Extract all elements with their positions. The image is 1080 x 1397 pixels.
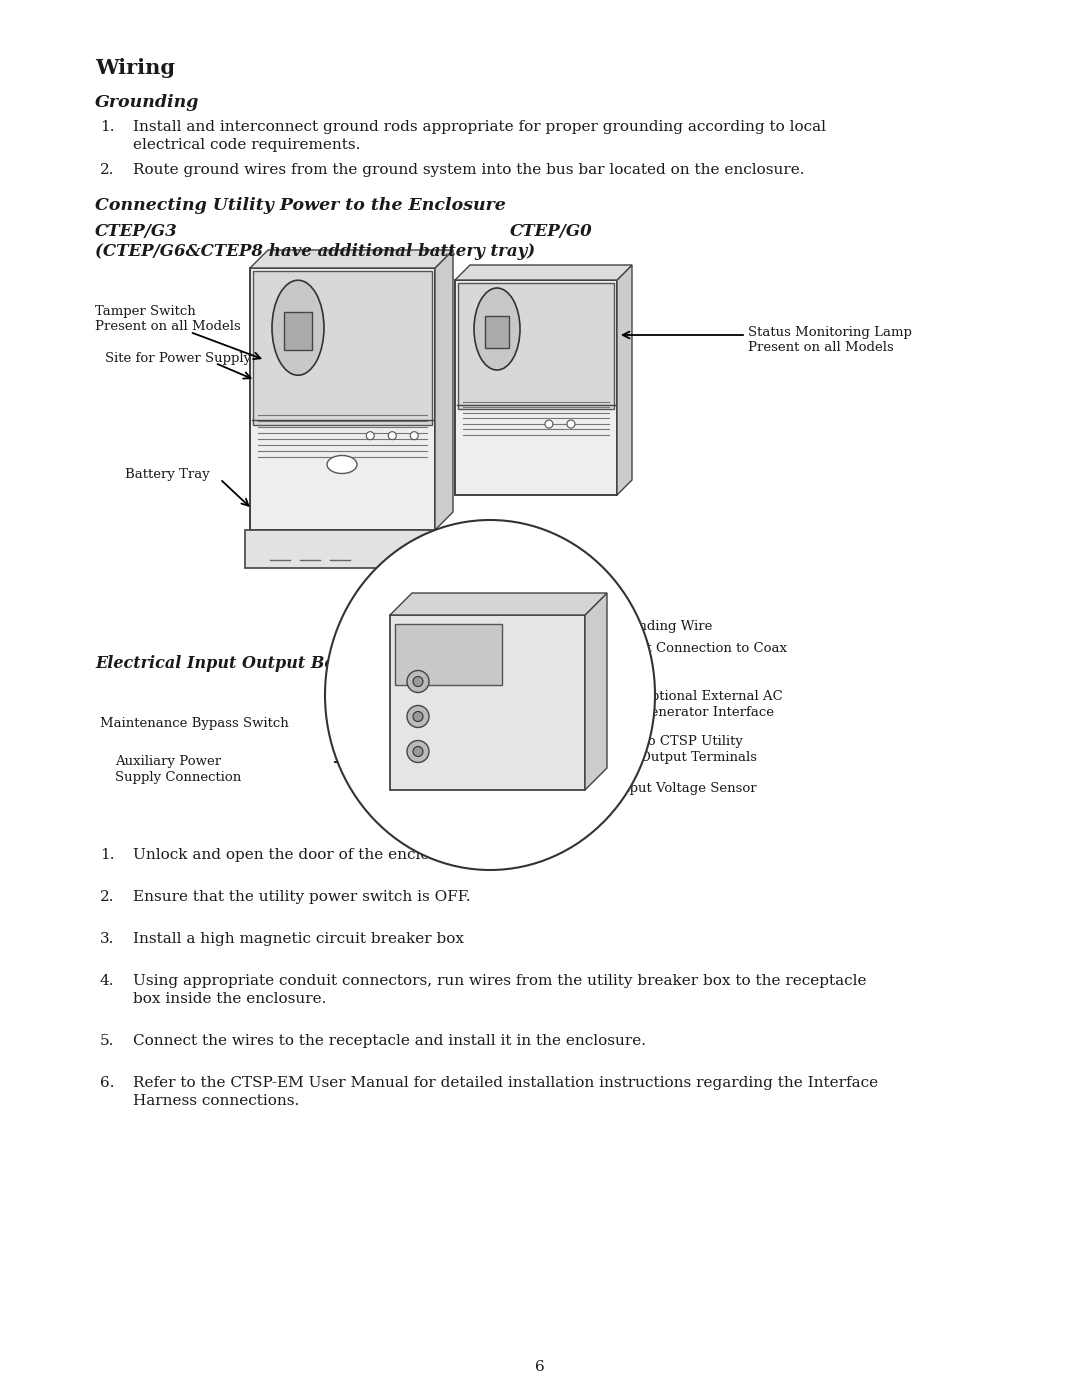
FancyBboxPatch shape	[284, 312, 312, 349]
Polygon shape	[455, 265, 632, 279]
Text: 4.: 4.	[100, 974, 114, 988]
Text: Tamper Switch: Tamper Switch	[95, 305, 195, 319]
Text: Grounding Wire: Grounding Wire	[605, 620, 713, 633]
FancyBboxPatch shape	[485, 316, 509, 348]
Ellipse shape	[272, 281, 324, 376]
Polygon shape	[249, 250, 453, 268]
Text: Using appropriate conduit connectors, run wires from the utility breaker box to : Using appropriate conduit connectors, ru…	[133, 974, 866, 988]
Text: 2.: 2.	[100, 163, 114, 177]
Polygon shape	[390, 592, 607, 615]
Circle shape	[567, 420, 575, 427]
Text: Connecting Utility Power to the Enclosure: Connecting Utility Power to the Enclosur…	[95, 197, 505, 214]
Text: box inside the enclosure.: box inside the enclosure.	[133, 992, 326, 1006]
Text: Unlock and open the door of the enclosure.: Unlock and open the door of the enclosur…	[133, 848, 469, 862]
Text: Maintenance Bypass Switch: Maintenance Bypass Switch	[100, 717, 288, 731]
FancyBboxPatch shape	[253, 271, 432, 425]
Text: Wiring: Wiring	[95, 59, 175, 78]
Text: 2.: 2.	[100, 890, 114, 904]
Text: 6: 6	[535, 1361, 545, 1375]
Text: electrical code requirements.: electrical code requirements.	[133, 138, 361, 152]
Polygon shape	[435, 250, 453, 529]
Text: (CTEP/G6&CTEP8 have additional battery tray): (CTEP/G6&CTEP8 have additional battery t…	[95, 243, 535, 260]
Text: Optional External AC: Optional External AC	[640, 690, 783, 703]
Text: Present on all Models: Present on all Models	[748, 341, 894, 353]
Circle shape	[388, 432, 396, 440]
Circle shape	[407, 740, 429, 763]
FancyBboxPatch shape	[395, 623, 502, 685]
Circle shape	[366, 432, 375, 440]
FancyBboxPatch shape	[458, 284, 615, 409]
Text: CTEP/G0: CTEP/G0	[510, 224, 593, 240]
Text: Status Monitoring Lamp: Status Monitoring Lamp	[748, 326, 912, 339]
Ellipse shape	[327, 455, 357, 474]
Text: 3.: 3.	[100, 932, 114, 946]
Text: 1.: 1.	[100, 120, 114, 134]
Text: Install a high magnetic circuit breaker box: Install a high magnetic circuit breaker …	[133, 932, 464, 946]
Ellipse shape	[474, 288, 519, 370]
Text: Output Connection to Coax: Output Connection to Coax	[605, 643, 787, 655]
Text: CTEP/G3: CTEP/G3	[95, 224, 178, 240]
Circle shape	[413, 746, 423, 757]
FancyBboxPatch shape	[390, 615, 585, 789]
Circle shape	[410, 432, 418, 440]
Polygon shape	[585, 592, 607, 789]
Text: 1.: 1.	[100, 848, 114, 862]
Text: 5.: 5.	[100, 1034, 114, 1048]
FancyBboxPatch shape	[455, 279, 617, 495]
Text: Auxiliary Power: Auxiliary Power	[114, 754, 221, 768]
Circle shape	[413, 711, 423, 721]
Text: Refer to the CTSP-EM User Manual for detailed installation instructions regardin: Refer to the CTSP-EM User Manual for det…	[133, 1076, 878, 1090]
Text: Output Terminals: Output Terminals	[640, 752, 757, 764]
Circle shape	[407, 671, 429, 693]
Text: To CTSP Utility: To CTSP Utility	[640, 735, 743, 747]
Text: Connect the wires to the receptacle and install it in the enclosure.: Connect the wires to the receptacle and …	[133, 1034, 646, 1048]
Text: 6.: 6.	[100, 1076, 114, 1090]
Circle shape	[413, 676, 423, 686]
Text: Supply Connection: Supply Connection	[114, 771, 241, 784]
Circle shape	[407, 705, 429, 728]
Text: Battery Tray: Battery Tray	[125, 468, 210, 481]
Text: Site for Power Supply: Site for Power Supply	[105, 352, 252, 365]
Text: Install and interconnect ground rods appropriate for proper grounding according : Install and interconnect ground rods app…	[133, 120, 826, 134]
Text: Electrical Input Output Box: Electrical Input Output Box	[95, 655, 345, 672]
FancyBboxPatch shape	[245, 529, 440, 569]
Text: Generator Interface: Generator Interface	[640, 705, 774, 719]
Text: Route ground wires from the ground system into the bus bar located on the enclos: Route ground wires from the ground syste…	[133, 163, 805, 177]
FancyBboxPatch shape	[249, 268, 435, 529]
Polygon shape	[617, 265, 632, 495]
Text: Output Voltage Sensor: Output Voltage Sensor	[605, 782, 757, 795]
Text: Ensure that the utility power switch is OFF.: Ensure that the utility power switch is …	[133, 890, 471, 904]
Ellipse shape	[325, 520, 654, 870]
Circle shape	[545, 420, 553, 427]
Text: Grounding: Grounding	[95, 94, 200, 110]
Text: Harness connections.: Harness connections.	[133, 1094, 299, 1108]
Text: Present on all Models: Present on all Models	[95, 320, 241, 332]
